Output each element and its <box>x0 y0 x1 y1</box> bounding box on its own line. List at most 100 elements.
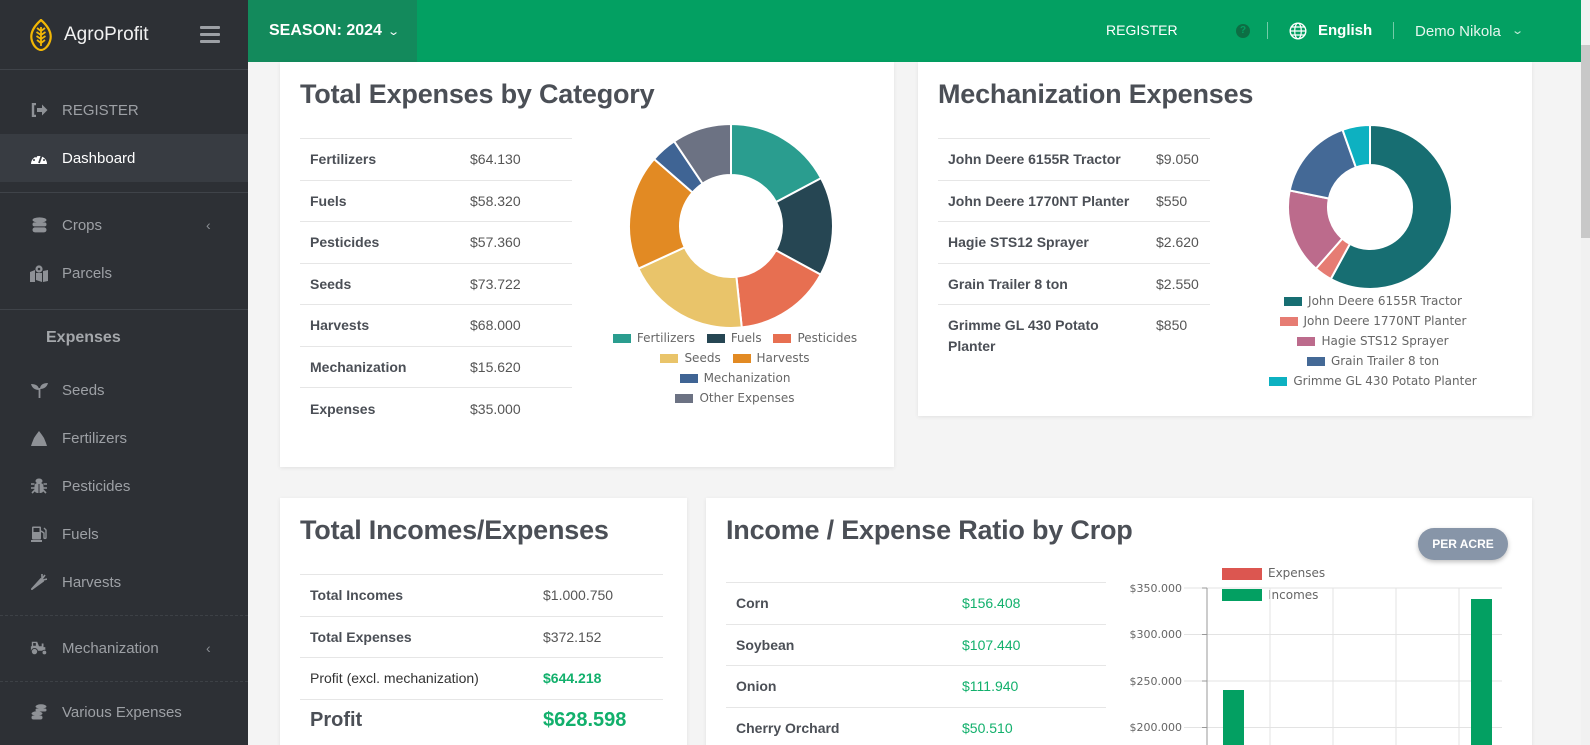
menu-toggle-hamburger-icon[interactable] <box>200 26 220 44</box>
mechanization-donut-chart[interactable] <box>1287 124 1453 290</box>
sidebar-item-label: Various Expenses <box>62 703 182 721</box>
dashboard-gauge-icon <box>30 149 48 167</box>
sidebar-item-mechanization[interactable]: Mechanization ‹ <box>0 624 248 672</box>
sidebar-item-various-expenses[interactable]: Various Expenses <box>0 688 248 736</box>
brand-name: AgroProfit <box>64 23 149 45</box>
y-axis-tick: $200.000 <box>1129 721 1183 734</box>
sidebar-item-label: REGISTER <box>62 101 139 119</box>
table-row: Profit (excl. mechanization) $644.218 <box>300 657 663 699</box>
card-title: Mechanization Expenses <box>938 79 1254 109</box>
table-row: Grimme GL 430 Potato Planter $850 <box>938 304 1210 365</box>
legend-swatch <box>706 334 725 343</box>
divider <box>0 309 248 310</box>
sidebar-item-label: Dashboard <box>62 149 136 167</box>
legend-swatch <box>1222 589 1262 601</box>
legend-item[interactable]: Fertilizers <box>612 329 695 348</box>
legend-item[interactable]: Harvests <box>732 349 810 368</box>
table-row: Soybean $107.440 <box>726 623 1106 666</box>
user-menu[interactable]: Demo Nikola <box>1415 23 1501 40</box>
sidebar-heading-expenses: Expenses <box>46 329 121 346</box>
legend-swatch <box>1222 567 1262 580</box>
brand: AgroProfit <box>0 0 248 70</box>
table-row: Fuels $58.320 <box>300 179 572 222</box>
legend-swatch <box>732 354 751 363</box>
fertilizer-pile-icon <box>30 429 48 447</box>
divider <box>0 615 248 616</box>
sidebar-item-fuels[interactable]: Fuels <box>0 510 248 558</box>
sidebar-item-label: Fuels <box>62 525 99 543</box>
chevron-down-icon: ⌄ <box>387 25 400 38</box>
legend-swatch <box>1284 297 1303 306</box>
globe-icon <box>1289 22 1307 40</box>
card-title: Income / Expense Ratio by Crop <box>726 515 1133 545</box>
table-row: Hagie STS12 Sprayer $2.620 <box>938 221 1210 263</box>
total-incomes-expenses-card: Total Incomes/Expenses Total Incomes $1.0… <box>280 498 687 745</box>
legend-item[interactable]: Other Expenses <box>675 389 795 408</box>
table-row: Onion $111.940 <box>726 665 1106 707</box>
sidebar-item-pesticides[interactable]: Pesticides <box>0 462 248 510</box>
legend-item[interactable]: Incomes <box>1222 586 1318 605</box>
divider <box>0 192 248 193</box>
divider <box>1267 22 1268 39</box>
legend-item[interactable]: Expenses <box>1222 564 1325 583</box>
help-question-icon[interactable]: ? <box>1236 24 1250 38</box>
divider <box>0 681 248 682</box>
chevron-left-icon: ‹ <box>206 640 211 656</box>
bug-icon <box>30 477 48 495</box>
sidebar-item-harvests[interactable]: Harvests <box>0 558 248 606</box>
legend-swatch <box>1279 317 1298 326</box>
tractor-icon <box>30 639 48 657</box>
bar-incomes[interactable] <box>1471 599 1492 745</box>
season-selector[interactable]: SEASON: 2024 ⌄ <box>248 0 417 62</box>
donut-slice[interactable] <box>672 123 732 186</box>
y-axis-tick: $350.000 <box>1129 582 1183 595</box>
bar-chart-legend: Expenses Incomes <box>1218 564 1418 607</box>
sidebar-item-crops[interactable]: Crops ‹ <box>0 201 248 249</box>
sidebar-item-label: Seeds <box>62 381 105 399</box>
legend-item[interactable]: Grain Trailer 8 ton <box>1306 352 1439 371</box>
donut-slice[interactable] <box>1329 124 1453 290</box>
seedling-icon <box>30 381 48 399</box>
scrollbar-thumb[interactable] <box>1581 45 1590 238</box>
table-row: John Deere 6155R Tractor $9.050 <box>938 138 1210 180</box>
table-row: Cherry Orchard $50.510 <box>726 706 1106 745</box>
language-selector[interactable]: English <box>1318 22 1373 39</box>
sidebar-item-fertilizers[interactable]: Fertilizers <box>0 414 248 462</box>
page-scrollbar[interactable] <box>1581 0 1590 745</box>
card-title: Total Incomes/Expenses <box>300 515 609 545</box>
sidebar-item-dashboard[interactable]: Dashboard <box>0 134 248 182</box>
legend-swatch <box>679 374 698 383</box>
legend-item[interactable]: Mechanization <box>679 369 790 388</box>
table-row: Expenses $35.000 <box>300 387 572 429</box>
chevron-down-icon[interactable]: ⌄ <box>1511 25 1525 37</box>
legend-swatch <box>660 354 679 363</box>
legend-item[interactable]: Seeds <box>660 349 721 368</box>
legend-swatch <box>1269 377 1288 386</box>
wheat-leaf-logo-icon <box>30 18 52 51</box>
bar-incomes[interactable] <box>1223 690 1244 745</box>
sidebar-item-seeds[interactable]: Seeds <box>0 366 248 414</box>
table-row: Grain Trailer 8 ton $2.550 <box>938 262 1210 305</box>
legend-item[interactable]: Fuels <box>706 329 762 348</box>
table-row: Corn $156.408 <box>726 582 1106 624</box>
expenses-by-category-table: Fertilizers $64.130 Fuels $58.320 Pesticid… <box>300 138 572 429</box>
income-expense-bar-chart[interactable] <box>1184 582 1504 745</box>
legend-item[interactable]: Grimme GL 430 Potato Planter <box>1269 372 1477 391</box>
register-link[interactable]: REGISTER <box>1106 22 1178 38</box>
sidebar-item-label: Pesticides <box>62 477 131 495</box>
table-row: Harvests $68.000 <box>300 304 572 346</box>
sidebar-item-register[interactable]: REGISTER <box>0 86 248 134</box>
expenses-donut-chart[interactable] <box>628 123 834 329</box>
table-row: Mechanization $15.620 <box>300 345 572 388</box>
per-acre-toggle-button[interactable]: PER ACRE <box>1418 528 1508 560</box>
map-marker-icon <box>30 264 48 282</box>
table-row: Pesticides $57.360 <box>300 221 572 263</box>
legend-item[interactable]: John Deere 1770NT Planter <box>1279 312 1467 331</box>
donut-slice[interactable] <box>1341 124 1371 169</box>
legend-item[interactable]: John Deere 6155R Tractor <box>1284 292 1462 311</box>
table-row-profit: Profit $628.598 <box>300 698 663 741</box>
legend-item[interactable]: Pesticides <box>773 329 857 348</box>
donut-slice[interactable] <box>637 246 743 329</box>
legend-item[interactable]: Hagie STS12 Sprayer <box>1297 332 1449 351</box>
sidebar-item-parcels[interactable]: Parcels <box>0 249 248 297</box>
